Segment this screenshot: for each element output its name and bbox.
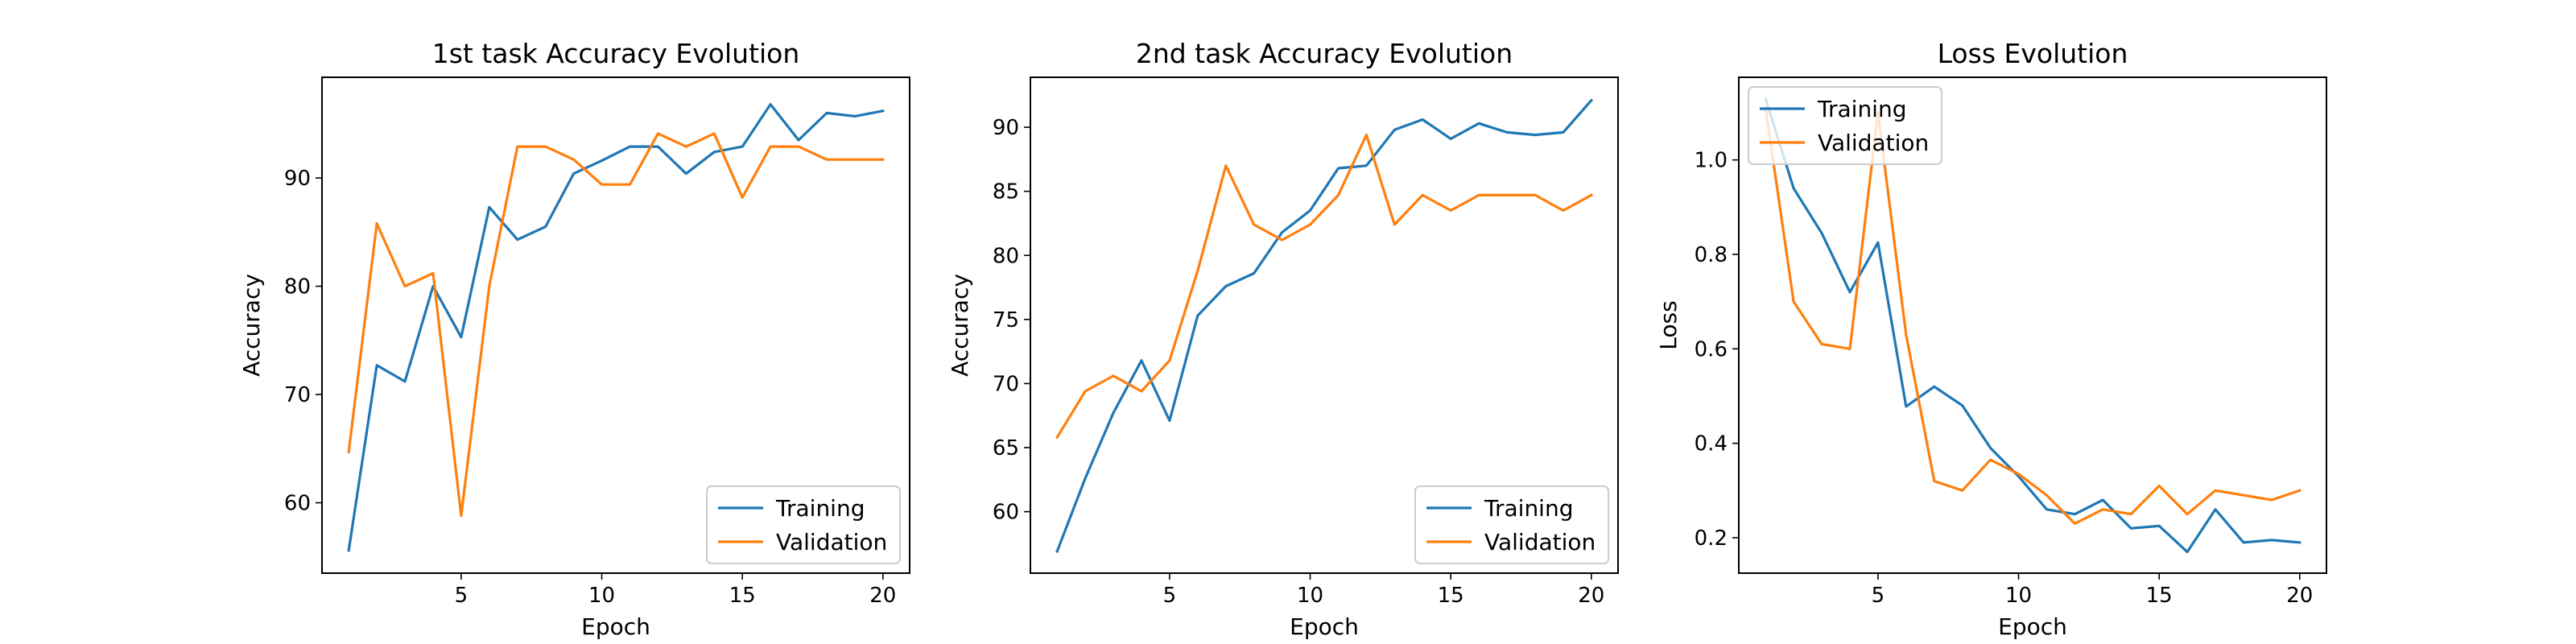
legend-label-training: Training xyxy=(1484,495,1573,522)
y-tick-label: 65 xyxy=(993,436,1019,460)
legend-label-validation: Validation xyxy=(1818,130,1929,156)
x-tick-label: 15 xyxy=(729,584,756,608)
y-axis-label: Accuracy xyxy=(947,274,973,377)
y-tick-label: 1.0 xyxy=(1695,149,1728,173)
legend-frame xyxy=(706,485,901,564)
x-tick-label: 20 xyxy=(869,584,896,608)
chart-panel-2: 2nd task Accuracy Evolution 5 10 15 20 60 65 70… xyxy=(947,38,1619,640)
legend-label-training: Training xyxy=(1817,96,1906,122)
y-tick-label: 90 xyxy=(993,116,1019,140)
series-line-validation xyxy=(1764,106,2301,526)
chart-title: Loss Evolution xyxy=(1938,38,2128,69)
x-tick-label: 20 xyxy=(1578,584,1604,608)
y-tick-label: 75 xyxy=(993,308,1019,332)
y-tick-label: 80 xyxy=(284,275,311,299)
x-tick-label: 10 xyxy=(1297,584,1323,608)
x-tick-label: 10 xyxy=(588,584,615,608)
x-tick-label: 20 xyxy=(2286,584,2313,608)
plot-area-frame xyxy=(1738,76,2327,574)
x-tick-label: 5 xyxy=(1872,584,1885,608)
chart-title: 2nd task Accuracy Evolution xyxy=(1136,38,1513,69)
x-tick-label: 10 xyxy=(2005,584,2032,608)
legend-label-validation: Validation xyxy=(1484,529,1596,555)
legend-label-training: Training xyxy=(775,495,865,522)
legend-frame xyxy=(1748,86,1942,165)
y-tick-label: 0.6 xyxy=(1695,337,1728,361)
y-tick-label: 60 xyxy=(993,501,1019,525)
legend: Training Validation xyxy=(1748,86,1942,165)
series-line-training xyxy=(1055,98,1594,553)
x-tick-label: 5 xyxy=(455,584,469,608)
y-tick-label: 0.2 xyxy=(1695,526,1728,551)
y-axis-label: Accuracy xyxy=(238,274,265,377)
series-line-training xyxy=(1764,97,2301,554)
chart-title: 1st task Accuracy Evolution xyxy=(432,38,800,69)
legend: Training Validation xyxy=(1414,485,1609,564)
series-line-validation xyxy=(1055,134,1593,440)
plot-area-frame xyxy=(1030,76,1619,574)
y-tick-label: 60 xyxy=(284,492,311,516)
legend-frame xyxy=(1414,485,1609,564)
x-tick-label: 5 xyxy=(1163,584,1177,608)
legend-label-validation: Validation xyxy=(776,529,887,555)
y-tick-label: 85 xyxy=(993,180,1019,204)
chart-panel-3: Loss Evolution 5 10 15 20 0.2 0.4 0.6 0.8 1.0 Epoc… xyxy=(1655,38,2327,640)
x-axis-label: Epoch xyxy=(581,613,650,640)
x-axis-label: Epoch xyxy=(1998,613,2067,640)
y-tick-label: 80 xyxy=(993,244,1019,268)
y-axis-label: Loss xyxy=(1655,300,1682,349)
y-tick-label: 90 xyxy=(284,167,311,191)
x-tick-label: 15 xyxy=(2146,584,2173,608)
plot-area-frame xyxy=(321,76,910,574)
series-line-validation xyxy=(347,132,885,518)
chart-panel-1: 1st task Accuracy Evolution 5 10 15 20 60 70 80… xyxy=(238,38,910,640)
y-tick-label: 0.4 xyxy=(1695,432,1728,456)
x-axis-label: Epoch xyxy=(1290,613,1359,640)
legend: Training Validation xyxy=(706,485,901,564)
y-tick-label: 0.8 xyxy=(1695,243,1728,267)
y-tick-label: 70 xyxy=(284,383,311,407)
series-line-training xyxy=(347,103,885,552)
y-tick-label: 70 xyxy=(993,372,1019,396)
x-tick-label: 15 xyxy=(1438,584,1464,608)
